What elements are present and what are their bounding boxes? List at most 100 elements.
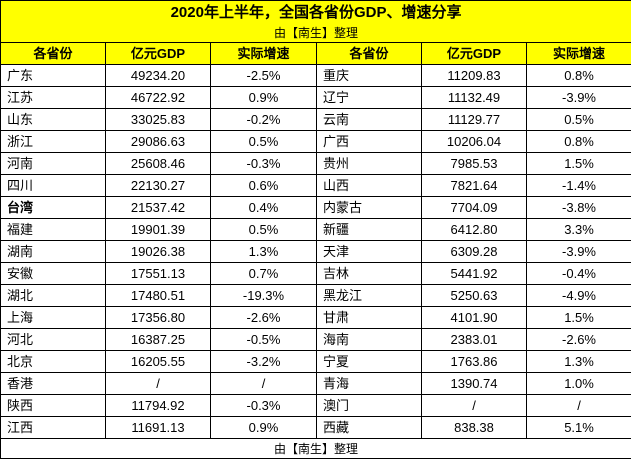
- gdp-cell: 11209.83: [421, 64, 527, 87]
- subtitle-row: 由【南生】整理: [0, 24, 631, 43]
- growth-cell: -3.9%: [525, 240, 631, 263]
- province-cell: 云南: [316, 108, 422, 131]
- province-cell: 湖南: [0, 240, 106, 263]
- growth-cell: 0.5%: [210, 218, 317, 241]
- header-row: 各省份 亿元GDP 实际增速 各省份 亿元GDP 实际增速: [0, 42, 631, 65]
- table-row: 河南 25608.46 -0.3% 贵州 7985.53 1.5%: [0, 152, 631, 175]
- province-cell: 宁夏: [316, 350, 422, 373]
- province-cell: 江西: [0, 416, 106, 439]
- gdp-cell: 5441.92: [421, 262, 527, 285]
- gdp-cell: 17356.80: [105, 306, 211, 329]
- gdp-cell: 29086.63: [105, 130, 211, 153]
- title-row: 2020年上半年，全国各省份GDP、增速分享: [0, 0, 631, 24]
- table-row: 北京 16205.55 -3.2% 宁夏 1763.86 1.3%: [0, 350, 631, 373]
- growth-cell: 0.9%: [210, 86, 317, 109]
- growth-cell: 1.5%: [525, 306, 631, 329]
- growth-cell: -1.4%: [525, 174, 631, 197]
- gdp-cell: 17480.51: [105, 284, 211, 307]
- gdp-cell: 11794.92: [105, 394, 211, 417]
- growth-cell: -3.8%: [525, 196, 631, 219]
- table-row: 四川 22130.27 0.6% 山西 7821.64 -1.4%: [0, 174, 631, 197]
- gdp-cell: /: [105, 372, 211, 395]
- table-row: 福建 19901.39 0.5% 新疆 6412.80 3.3%: [0, 218, 631, 241]
- gdp-cell: /: [421, 394, 527, 417]
- gdp-cell: 1390.74: [421, 372, 527, 395]
- table-row: 湖北 17480.51 -19.3% 黑龙江 5250.63 -4.9%: [0, 284, 631, 307]
- province-cell: 山东: [0, 108, 106, 131]
- gdp-cell: 16387.25: [105, 328, 211, 351]
- province-cell: 内蒙古: [316, 196, 422, 219]
- gdp-cell: 11691.13: [105, 416, 211, 439]
- province-cell: 辽宁: [316, 86, 422, 109]
- table-row: 江西 11691.13 0.9% 西藏 838.38 5.1%: [0, 416, 631, 439]
- table-row: 广东 49234.20 -2.5% 重庆 11209.83 0.8%: [0, 64, 631, 87]
- table-row: 湖南 19026.38 1.3% 天津 6309.28 -3.9%: [0, 240, 631, 263]
- table-title: 2020年上半年，全国各省份GDP、增速分享: [0, 0, 631, 24]
- gdp-cell: 7704.09: [421, 196, 527, 219]
- province-cell: 广西: [316, 130, 422, 153]
- province-cell: 海南: [316, 328, 422, 351]
- growth-cell: -2.6%: [525, 328, 631, 351]
- gdp-cell: 46722.92: [105, 86, 211, 109]
- gdp-cell: 5250.63: [421, 284, 527, 307]
- gdp-cell: 17551.13: [105, 262, 211, 285]
- province-cell: 北京: [0, 350, 106, 373]
- growth-cell: 1.3%: [210, 240, 317, 263]
- gdp-cell: 16205.55: [105, 350, 211, 373]
- table-row: 安徽 17551.13 0.7% 吉林 5441.92 -0.4%: [0, 262, 631, 285]
- growth-cell: 1.5%: [525, 152, 631, 175]
- table-row: 山东 33025.83 -0.2% 云南 11129.77 0.5%: [0, 108, 631, 131]
- gdp-cell: 838.38: [421, 416, 527, 439]
- growth-cell: -4.9%: [525, 284, 631, 307]
- province-cell: 广东: [0, 64, 106, 87]
- growth-cell: -0.5%: [210, 328, 317, 351]
- province-cell: 江苏: [0, 86, 106, 109]
- province-cell: 重庆: [316, 64, 422, 87]
- province-cell: 贵州: [316, 152, 422, 175]
- gdp-cell: 25608.46: [105, 152, 211, 175]
- table-subtitle: 由【南生】整理: [0, 24, 631, 43]
- gdp-cell: 6309.28: [421, 240, 527, 263]
- province-cell: 河北: [0, 328, 106, 351]
- growth-cell: /: [525, 394, 631, 417]
- growth-cell: 0.4%: [210, 196, 317, 219]
- growth-cell: 0.8%: [525, 130, 631, 153]
- header-province-right: 各省份: [316, 42, 422, 65]
- gdp-cell: 7985.53: [421, 152, 527, 175]
- growth-cell: 3.3%: [525, 218, 631, 241]
- table-row: 台湾 21537.42 0.4% 内蒙古 7704.09 -3.8%: [0, 196, 631, 219]
- gdp-cell: 6412.80: [421, 218, 527, 241]
- growth-cell: -2.5%: [210, 64, 317, 87]
- header-gdp-left: 亿元GDP: [105, 42, 211, 65]
- province-cell: 天津: [316, 240, 422, 263]
- growth-cell: -19.3%: [210, 284, 317, 307]
- province-cell: 吉林: [316, 262, 422, 285]
- growth-cell: 0.5%: [210, 130, 317, 153]
- growth-cell: 5.1%: [525, 416, 631, 439]
- province-cell: 黑龙江: [316, 284, 422, 307]
- table-row: 江苏 46722.92 0.9% 辽宁 11132.49 -3.9%: [0, 86, 631, 109]
- growth-cell: -3.2%: [210, 350, 317, 373]
- header-growth-right: 实际增速: [525, 42, 631, 65]
- table-row: 香港 / / 青海 1390.74 1.0%: [0, 372, 631, 395]
- growth-cell: 0.8%: [525, 64, 631, 87]
- province-cell: 福建: [0, 218, 106, 241]
- province-cell: 西藏: [316, 416, 422, 439]
- growth-cell: -2.6%: [210, 306, 317, 329]
- table-row: 上海 17356.80 -2.6% 甘肃 4101.90 1.5%: [0, 306, 631, 329]
- growth-cell: /: [210, 372, 317, 395]
- province-cell: 山西: [316, 174, 422, 197]
- province-cell: 台湾: [0, 196, 106, 219]
- growth-cell: 0.5%: [525, 108, 631, 131]
- header-province-left: 各省份: [0, 42, 106, 65]
- gdp-cell: 2383.01: [421, 328, 527, 351]
- province-cell: 甘肃: [316, 306, 422, 329]
- province-cell: 澳门: [316, 394, 422, 417]
- growth-cell: 1.0%: [525, 372, 631, 395]
- growth-cell: 0.7%: [210, 262, 317, 285]
- header-growth-left: 实际增速: [210, 42, 317, 65]
- table-footer: 由【南生】整理: [0, 438, 631, 459]
- growth-cell: -3.9%: [525, 86, 631, 109]
- header-gdp-right: 亿元GDP: [421, 42, 527, 65]
- gdp-cell: 22130.27: [105, 174, 211, 197]
